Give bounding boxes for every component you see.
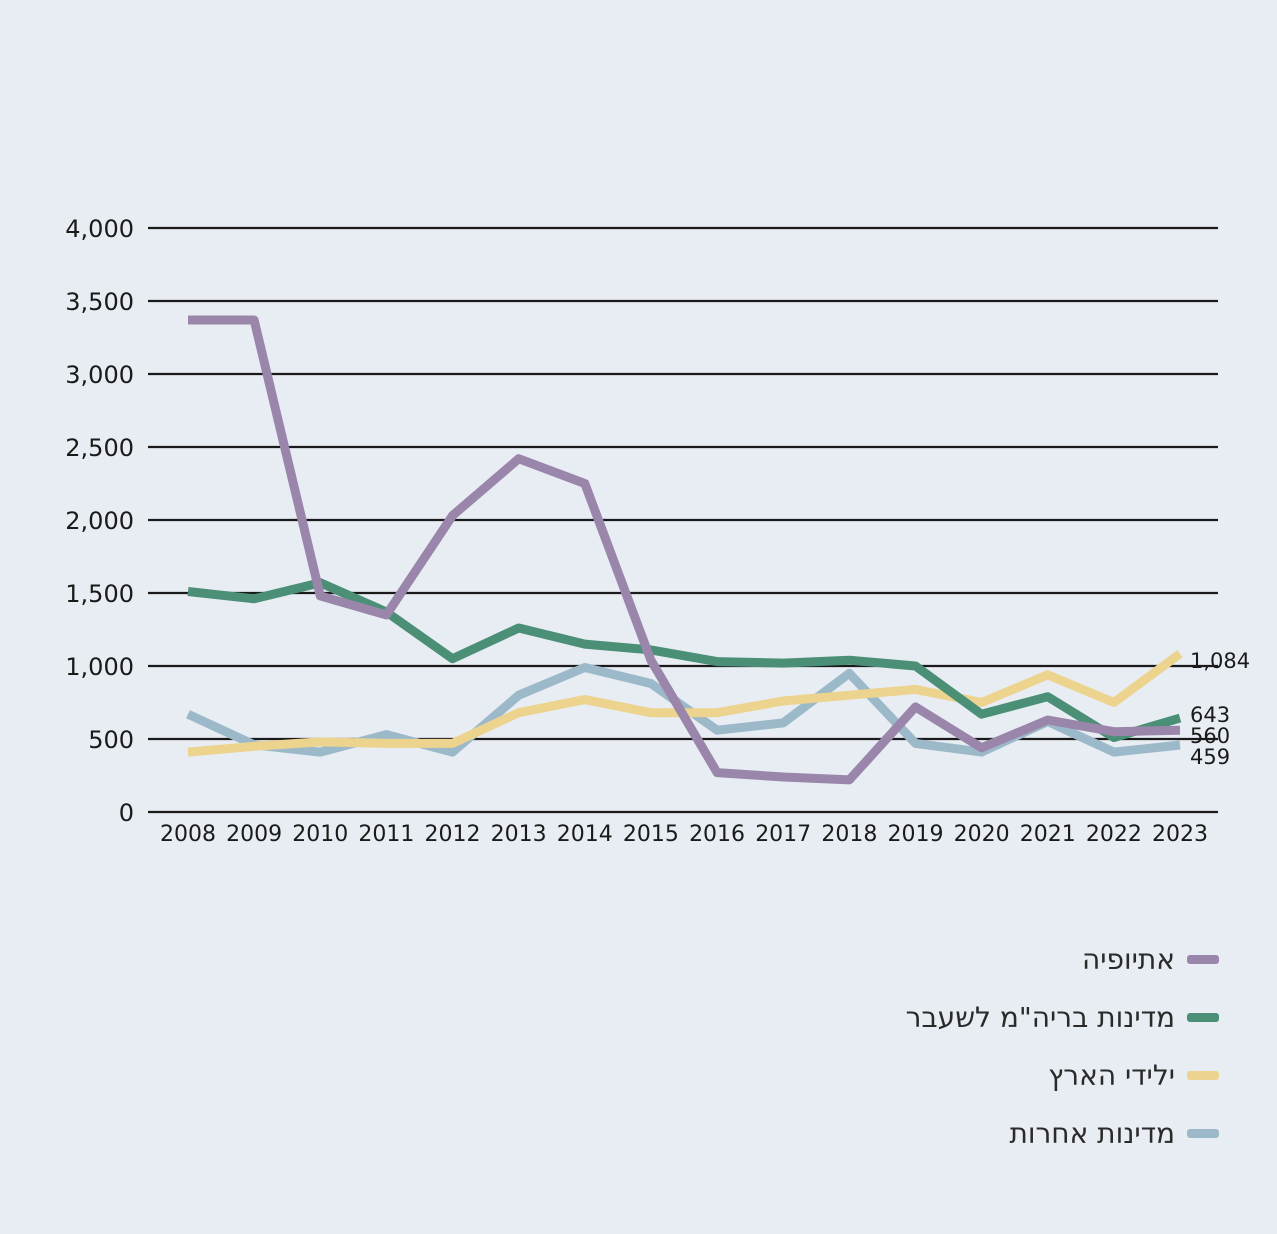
legend-item-ethiopia: אתיופיה: [906, 930, 1219, 988]
y-tick-label: 500: [88, 726, 134, 754]
x-tick-label: 2013: [491, 822, 547, 847]
x-axis-ticks: 2008 2009 2010 2011 2012 2013 2014 2015 2016 2017…: [160, 822, 1208, 847]
legend-swatch-native-born: [1187, 1070, 1219, 1080]
x-tick-label: 2010: [292, 822, 348, 847]
series-line-1: [187, 578, 1182, 742]
end-value-label: 643: [1190, 703, 1230, 727]
legend-label-other-countries: מדינות אחרות: [1009, 1116, 1175, 1150]
legend-swatch-former-ussr: [1187, 1012, 1219, 1022]
legend-swatch-ethiopia: [1187, 954, 1219, 964]
x-tick-label: 2015: [623, 822, 679, 847]
x-tick-label: 2022: [1086, 822, 1142, 847]
legend: אתיופיה מדינות בריה"מ לשעבר ילידי הארץ מ…: [906, 930, 1219, 1162]
x-tick-label: 2021: [1020, 822, 1076, 847]
legend-label-ethiopia: אתיופיה: [1081, 942, 1175, 976]
y-tick-label: 1,500: [65, 580, 134, 608]
x-tick-label: 2014: [557, 822, 613, 847]
legend-label-former-ussr: מדינות בריה"מ לשעבר: [905, 1000, 1175, 1034]
x-tick-label: 2017: [755, 822, 811, 847]
x-tick-label: 2008: [160, 822, 216, 847]
end-value-label: 1,084: [1190, 649, 1250, 673]
x-tick-label: 2016: [689, 822, 745, 847]
end-value-label: 560: [1190, 724, 1230, 748]
y-axis-ticks: 0 500 1,000 1,500 2,000 2,500 3,000 3,500 4,000: [65, 215, 134, 827]
series-lines: [186, 315, 1183, 785]
legend-swatch-other-countries: [1187, 1128, 1219, 1138]
y-tick-label: 0: [119, 799, 134, 827]
legend-item-native-born: ילידי הארץ: [906, 1046, 1219, 1104]
x-tick-label: 2012: [425, 822, 481, 847]
legend-label-native-born: ילידי הארץ: [1048, 1058, 1175, 1092]
x-tick-label: 2009: [226, 822, 282, 847]
y-tick-label: 3,500: [65, 288, 134, 316]
x-tick-label: 2019: [887, 822, 943, 847]
series-line-0: [188, 315, 1181, 785]
y-tick-label: 1,000: [65, 653, 134, 681]
y-tick-label: 3,000: [65, 361, 134, 389]
x-tick-label: 2020: [954, 822, 1010, 847]
y-tick-label: 2,500: [65, 434, 134, 462]
x-tick-label: 2011: [358, 822, 414, 847]
y-tick-label: 4,000: [65, 215, 134, 243]
x-tick-label: 2023: [1152, 822, 1208, 847]
end-value-label: 459: [1190, 745, 1230, 769]
legend-item-former-ussr: מדינות בריה"מ לשעבר: [906, 988, 1219, 1046]
legend-item-other-countries: מדינות אחרות: [906, 1104, 1219, 1162]
y-tick-label: 2,000: [65, 507, 134, 535]
line-chart: 05001,0001,5002,0002,5003,0003,5004,000 …: [65, 215, 1250, 847]
x-tick-label: 2018: [821, 822, 877, 847]
